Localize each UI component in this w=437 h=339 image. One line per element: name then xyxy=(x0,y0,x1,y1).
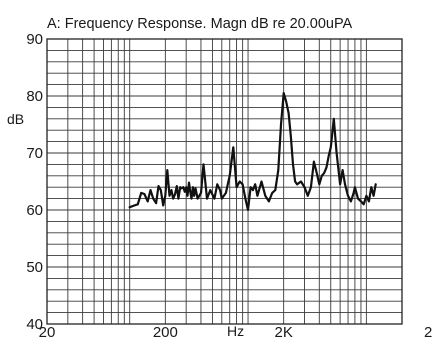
y-axis-unit-label: dB xyxy=(7,111,24,127)
grid-lines xyxy=(47,39,402,324)
series-line-0 xyxy=(128,91,377,212)
y-tick-label-60: 60 xyxy=(26,202,43,219)
y-tick-label-70: 70 xyxy=(26,145,43,162)
plot-frame xyxy=(46,38,403,325)
chart-title: A: Frequency Response. Magn dB re 20.00u… xyxy=(47,16,353,32)
y-tick-label-40: 40 xyxy=(26,316,43,333)
series-group xyxy=(128,91,377,212)
x-axis-unit-label: Hz xyxy=(227,323,244,339)
y-tick-label-80: 80 xyxy=(26,88,43,105)
x-tick-label-2K: 2K xyxy=(274,324,292,339)
y-tick-label-90: 90 xyxy=(26,31,43,48)
plot-border xyxy=(46,38,403,325)
x-tick-label-20: 20 xyxy=(39,324,56,339)
x-tick-label-200: 200 xyxy=(153,324,178,339)
y-tick-label-50: 50 xyxy=(26,259,43,276)
x-tick-label-2: 2 xyxy=(424,324,432,339)
